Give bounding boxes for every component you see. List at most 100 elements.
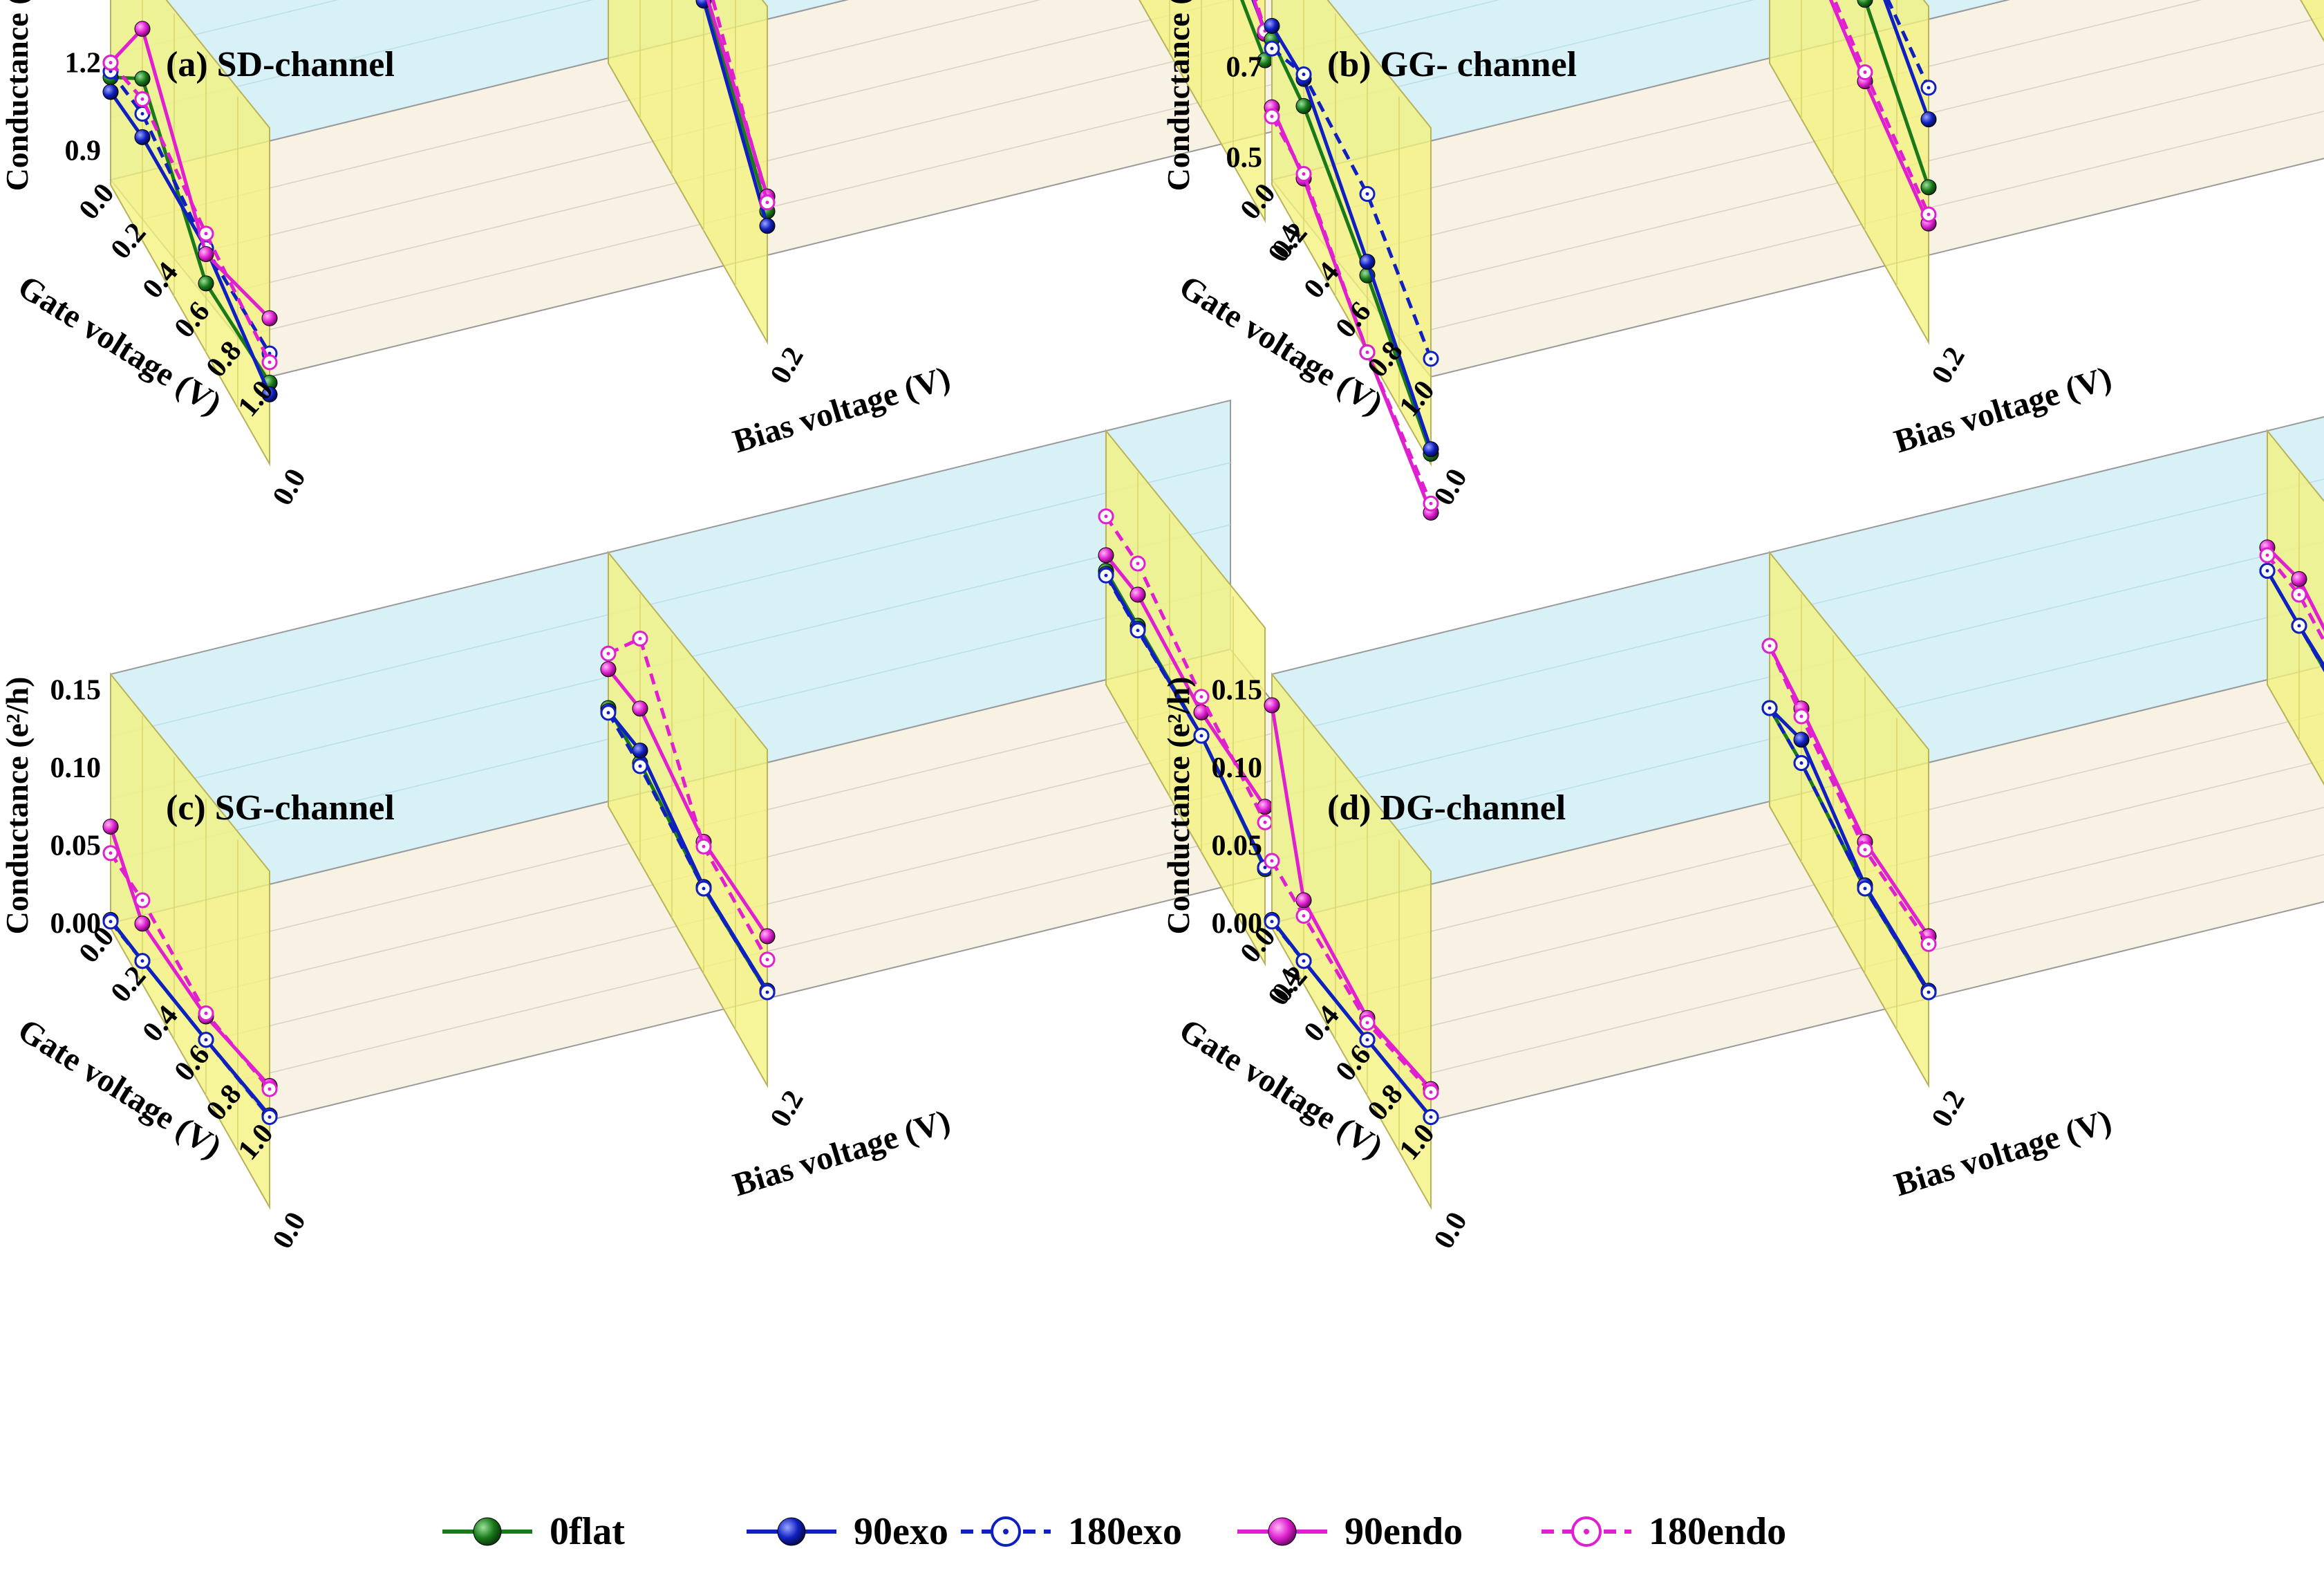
data-point-dot-180exo [702,886,706,891]
data-point-dot-180endo [140,898,144,902]
data-point-dot-180endo [1199,695,1203,699]
bias-axis-label: Bias voltage (V) [1890,1103,2116,1204]
data-point-dot-180endo [268,1087,272,1091]
z-tick-label: 0.00 [50,908,102,940]
data-point-90endo [134,915,151,932]
data-point-0flat [1920,179,1937,196]
bias-plane-fill [1105,429,1266,967]
bias-plane-fill [110,672,270,1210]
data-point-dot-180endo [1270,859,1274,863]
legend-item-90endo: 90endo [1237,1510,1463,1553]
data-point-dot-180exo [140,112,144,116]
data-point-dot-180endo [1104,514,1108,519]
series-line-180exo [1768,707,1931,994]
data-point-90endo [198,245,214,262]
bias-plane-fill [608,550,768,1088]
z-tick-label: 0.9 [65,136,102,167]
bias-axis-label: Bias voltage (V) [729,1103,955,1204]
legend-label: 90endo [1344,1510,1463,1553]
legend: 0flat 90exo 180exo 90endo 180endo [442,1510,1786,1553]
series-line-180exo [109,920,271,1119]
data-point-dot-180endo [1768,644,1772,648]
series-line-180exo [1271,920,1432,1119]
data-point-dot-180exo [1927,86,1931,90]
data-point-dot-180exo [1270,920,1274,924]
data-point-0flat [134,71,151,87]
data-point-dot-180endo [765,201,769,205]
series-line-90exo [1270,25,1433,450]
legend-label: 180endo [1649,1510,1786,1553]
series-line-180exo [1104,575,1267,868]
data-point-dot-180endo [1799,714,1803,718]
data-point-dot-180endo [1429,501,1433,505]
series-line-180endo [109,61,272,363]
data-point-90exo [1264,17,1280,34]
data-point-90endo [1098,547,1114,564]
wall-gridline [110,0,339,56]
legend-marker [473,1517,502,1546]
data-point-dot-180exo [1927,990,1931,994]
series-line-90endo [607,668,769,938]
floor-gridline [237,806,1358,1081]
series-line-180endo [1768,644,1931,945]
data-point-dot-180endo [204,1012,208,1015]
data-point-dot-180exo [1799,761,1803,765]
data-point-0flat [198,275,214,292]
data-point-dot-180exo [1429,357,1433,361]
bias-tick-label: 0.0 [267,463,312,510]
data-point-dot-180endo [1136,561,1140,566]
data-point-dot-180endo [1302,172,1306,176]
series-line-90endo [706,0,769,198]
bias-plane-fill [1769,0,1929,345]
data-point-dot-180exo [1768,706,1772,710]
z-tick-label: 0.00 [1212,908,1263,940]
data-point-dot-180exo [1365,1038,1369,1042]
z-tick-label: 1.2 [65,48,102,80]
series-line-180endo [1104,515,1267,824]
data-point-90exo [134,129,151,145]
data-point-dot-180endo [1927,942,1931,946]
data-point-dot-180endo [109,851,113,855]
z-axis-label: Conductance (e²/h) [1161,677,1196,935]
z-tick-label: 0.05 [50,830,102,862]
legend-marker [777,1517,806,1546]
data-point-0flat [1857,0,1873,8]
data-point-90endo [134,21,151,37]
legend-label: 0flat [550,1510,625,1553]
data-point-dot-180endo [2297,593,2301,597]
data-point-90endo [261,310,278,326]
data-point-dot-180exo [1302,73,1306,77]
data-point-90endo [102,819,119,835]
bias-tick-label: 0.0 [1428,1207,1474,1254]
data-point-dot-180endo [1302,914,1306,918]
bias-tick-label: 0.2 [1926,342,1971,389]
panel-c: (c) SG-channel 0.00 0.05 0.10 0.15 Conductanc… [0,399,1391,1254]
legend-marker-dot [1584,1529,1589,1534]
legend-item-180exo: 180exo [961,1510,1182,1553]
data-point-90endo [600,661,617,678]
series-line-180endo [109,852,271,1090]
data-point-dot-180exo [204,1038,208,1042]
data-point-dot-180endo [1365,351,1369,355]
bias-plane [1264,672,1439,1210]
series-line-90endo [2266,546,2324,633]
bias-plane [2300,0,2324,43]
data-point-dot-180exo [1136,629,1140,633]
data-point-90exo [759,218,776,234]
series-line-90endo [1270,705,1432,1090]
data-point-dot-180exo [638,764,642,768]
series-line-180endo [607,636,769,961]
series-line-90exo [109,91,272,396]
legend-marker [1268,1517,1297,1546]
panel-title: (b) GG- channel [1327,45,1577,84]
data-point-dot-180endo [638,637,642,640]
bias-plane [102,672,278,1210]
series-line-180endo [1833,0,1931,216]
bias-tick-label: 0.2 [765,1085,810,1132]
z-tick-label: 0.5 [1226,142,1263,174]
series-line-90endo [1768,644,1931,938]
data-point-dot-180endo [140,97,144,101]
data-point-dot-180endo [204,232,208,236]
legend-item-0flat: 0flat [442,1510,625,1553]
wall-gridline [110,0,594,118]
